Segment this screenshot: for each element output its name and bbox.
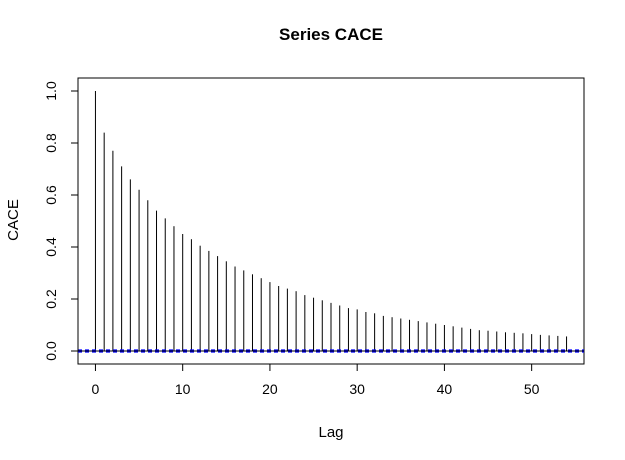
y-tick-label: 0.6: [43, 185, 59, 205]
y-axis-label: CACE: [5, 199, 22, 241]
plot-marks: [78, 91, 584, 353]
y-tick-label: 1.0: [43, 81, 59, 101]
y-tick-label: 0.4: [43, 237, 59, 257]
x-tick-label: 50: [524, 381, 540, 397]
x-axis: 0 10 20 30 40 50: [92, 363, 540, 397]
x-tick-label: 30: [349, 381, 365, 397]
y-tick-label: 0.2: [43, 289, 59, 309]
x-tick-label: 10: [175, 381, 191, 397]
x-tick-label: 40: [437, 381, 453, 397]
y-tick-label: 0.8: [43, 133, 59, 153]
x-tick-label: 20: [262, 381, 278, 397]
x-tick-label: 0: [92, 381, 100, 397]
y-tick-label: 0.0: [43, 341, 59, 361]
y-axis: 0.0 0.2 0.4 0.6 0.8 1.0: [43, 81, 79, 361]
x-axis-label: Lag: [318, 424, 343, 441]
chart-title: Series CACE: [279, 25, 383, 44]
